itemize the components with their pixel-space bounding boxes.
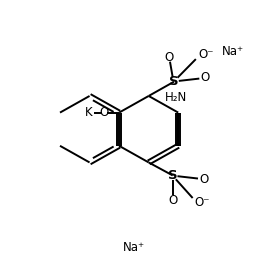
Text: K: K	[85, 106, 92, 119]
Text: O⁻: O⁻	[194, 196, 210, 209]
Text: O: O	[201, 71, 210, 84]
Text: O: O	[199, 173, 209, 186]
Text: O: O	[100, 106, 109, 119]
Text: O: O	[164, 51, 173, 63]
Text: Na⁺: Na⁺	[222, 45, 244, 58]
Text: O: O	[168, 194, 177, 206]
Text: Na⁺: Na⁺	[123, 241, 145, 254]
Text: H₂N: H₂N	[165, 91, 187, 104]
Text: S: S	[169, 75, 179, 88]
Text: O⁻: O⁻	[198, 48, 214, 61]
Text: S: S	[168, 169, 177, 182]
